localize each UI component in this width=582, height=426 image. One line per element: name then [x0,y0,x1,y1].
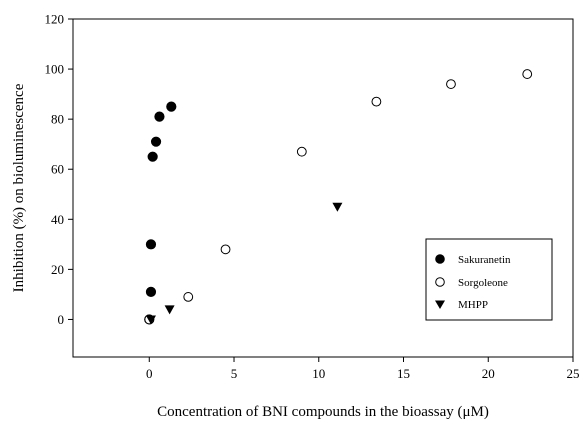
y-tick-label-100: 100 [45,62,65,77]
point-sorgoleone-2 [220,244,231,255]
point-sorgoleone-3 [296,146,307,157]
point-sorgoleone-1 [183,292,194,302]
point-mhpp-1 [164,305,175,315]
point-mhpp-2 [332,202,343,212]
point-sorgoleone-5 [446,79,456,89]
data-points [144,69,533,325]
legend-marker-sakuranetin [435,254,445,264]
legend: Sakuranetin Sorgoleone MHPP [425,238,553,321]
legend-marker-sorgoleone [435,277,445,287]
x-tick-label-0: 0 [146,366,153,381]
x-tick-label-25: 25 [567,366,580,381]
axis-ticks [68,18,574,362]
y-tick-label-20: 20 [51,262,64,277]
axis-tick-labels: 0 5 10 15 20 25 0 20 40 60 80 100 120 [45,12,580,382]
x-axis-title: Concentration of BNI compounds in the bi… [157,404,489,420]
point-sakuranetin-4 [150,136,162,147]
point-mhpp-0 [145,315,156,325]
point-sorgoleone-6 [522,69,533,79]
legend-box [425,238,553,321]
point-sakuranetin-1 [145,286,157,298]
x-tick-label-15: 15 [397,366,410,381]
y-tick-label-120: 120 [45,12,65,27]
point-sakuranetin-2 [145,239,157,250]
y-tick-label-0: 0 [58,312,65,327]
point-sakuranetin-6 [166,101,177,112]
x-tick-label-5: 5 [231,366,238,381]
legend-marker-mhpp [435,300,445,309]
y-tick-label-40: 40 [51,212,64,227]
point-sakuranetin-3 [147,151,158,162]
x-tick-label-20: 20 [482,366,495,381]
point-sorgoleone-4 [371,96,382,107]
y-axis-title: Inhibition (%) on bioluminescence [11,83,27,292]
y-tick-label-80: 80 [51,112,64,127]
legend-label-mhpp: MHPP [458,299,488,311]
plot-area-frame [72,18,574,358]
y-tick-label-60: 60 [51,162,64,177]
point-sakuranetin-5 [154,111,165,122]
legend-label-sakuranetin: Sakuranetin [458,254,511,266]
x-tick-label-10: 10 [312,366,325,381]
legend-label-sorgoleone: Sorgoleone [458,277,508,289]
